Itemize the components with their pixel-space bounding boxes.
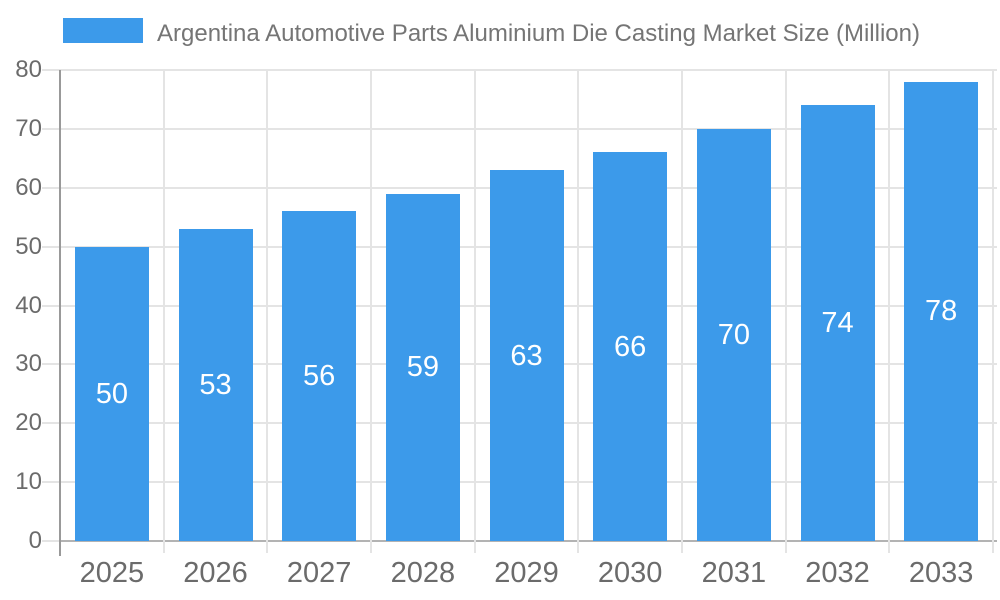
y-tick-label-10: 10 xyxy=(15,468,42,496)
gridline-x-boundary-1 xyxy=(162,70,165,553)
gridline-x-boundary-6 xyxy=(681,70,683,553)
bar-2031[interactable] xyxy=(696,128,771,541)
y-tick-label-50: 50 xyxy=(15,232,42,260)
bar-value-label-2026: 53 xyxy=(199,368,232,401)
bar-value-label-2032: 74 xyxy=(821,307,854,340)
bar-value-label-2029: 63 xyxy=(510,339,543,372)
x-tick-label-2025: 2025 xyxy=(79,557,145,589)
x-tick-label-2033: 2033 xyxy=(908,557,974,589)
bar-2025[interactable] xyxy=(74,246,149,541)
bar-value-label-2028: 59 xyxy=(406,351,439,384)
bar-2030[interactable] xyxy=(593,152,668,541)
gridline-x-boundary-8 xyxy=(888,70,891,553)
x-tick-label-2028: 2028 xyxy=(390,557,456,589)
gridline-x-boundary-7 xyxy=(784,70,787,553)
y-tick-label-40: 40 xyxy=(15,291,42,319)
bar-value-label-2033: 78 xyxy=(925,295,958,328)
bar-2026[interactable] xyxy=(178,228,253,541)
y-tick-label-30: 30 xyxy=(15,350,42,378)
x-tick-label-2029: 2029 xyxy=(494,557,559,589)
gridline-x-boundary-4 xyxy=(473,70,476,553)
y-tick-label-80: 80 xyxy=(15,56,42,83)
bar-2028[interactable] xyxy=(385,193,460,541)
x-tick-label-2027: 2027 xyxy=(286,557,352,589)
bar-2032[interactable] xyxy=(800,105,875,541)
x-tick-label-2030: 2030 xyxy=(597,557,663,589)
bar-2029[interactable] xyxy=(489,170,564,541)
bar-value-label-2031: 70 xyxy=(717,318,750,351)
bar-value-label-2025: 50 xyxy=(95,377,128,410)
x-tick-label-2026: 2026 xyxy=(183,557,248,589)
gridline-x-boundary-9 xyxy=(992,70,994,553)
bar-2027[interactable] xyxy=(282,211,357,541)
gridline-x-boundary-2 xyxy=(266,70,269,553)
gridline-tick-y-0 xyxy=(42,540,60,542)
gridline-x-boundary-3 xyxy=(370,70,372,553)
y-tick-label-60: 60 xyxy=(15,173,42,201)
y-tick-label-20: 20 xyxy=(15,409,42,437)
x-tick-label-2032: 2032 xyxy=(805,557,870,589)
bar-2033[interactable] xyxy=(904,81,979,541)
legend-series-label: Argentina Automotive Parts Aluminium Die… xyxy=(157,20,920,47)
gridline-x-boundary-5 xyxy=(577,70,580,553)
y-tick-label-0: 0 xyxy=(28,527,42,554)
bar-value-label-2030: 66 xyxy=(614,330,647,363)
gridline-y-70 xyxy=(42,127,997,130)
y-axis-line xyxy=(59,70,61,556)
legend: Argentina Automotive Parts Aluminium Die… xyxy=(0,0,1000,56)
x-tick-label-2031: 2031 xyxy=(701,557,767,589)
y-tick-label-70: 70 xyxy=(15,114,42,142)
bar-value-label-2027: 56 xyxy=(303,360,336,393)
gridline-y-80 xyxy=(42,69,997,71)
legend-swatch[interactable] xyxy=(63,18,143,43)
x-axis-baseline xyxy=(60,540,997,542)
